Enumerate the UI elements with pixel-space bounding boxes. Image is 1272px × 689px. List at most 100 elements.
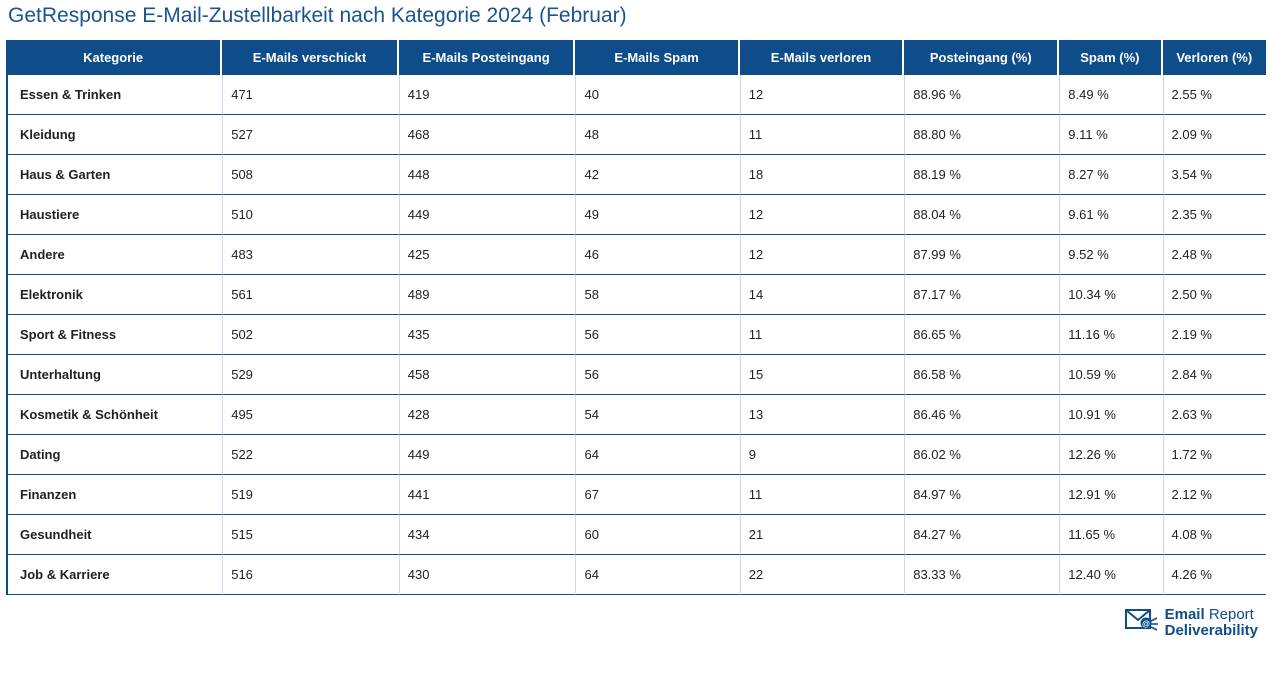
- category-cell: Haus & Garten: [6, 155, 222, 195]
- value-cell: 428: [399, 395, 576, 435]
- value-cell: 88.96 %: [904, 75, 1059, 115]
- value-cell: 12: [740, 235, 905, 275]
- category-cell: Gesundheit: [6, 515, 222, 555]
- value-cell: 9.52 %: [1059, 235, 1162, 275]
- value-cell: 64: [575, 555, 739, 595]
- col-header: Kategorie: [6, 40, 222, 75]
- value-cell: 9: [740, 435, 905, 475]
- value-cell: 434: [399, 515, 576, 555]
- table-row: Elektronik561489581487.17 %10.34 %2.50 %: [6, 275, 1266, 315]
- logo-word-deliverability: Deliverability: [1165, 623, 1258, 639]
- col-header: E-Mails verschickt: [222, 40, 399, 75]
- value-cell: 471: [222, 75, 399, 115]
- value-cell: 11.16 %: [1059, 315, 1162, 355]
- value-cell: 10.34 %: [1059, 275, 1162, 315]
- value-cell: 13: [740, 395, 905, 435]
- value-cell: 67: [575, 475, 739, 515]
- value-cell: 483: [222, 235, 399, 275]
- value-cell: 519: [222, 475, 399, 515]
- value-cell: 489: [399, 275, 576, 315]
- value-cell: 529: [222, 355, 399, 395]
- value-cell: 2.50 %: [1163, 275, 1267, 315]
- col-header: E-Mails Posteingang: [399, 40, 576, 75]
- logo-word-email: Email: [1165, 606, 1205, 623]
- value-cell: 449: [399, 195, 576, 235]
- table-header-row: Kategorie E-Mails verschickt E-Mails Pos…: [6, 40, 1266, 75]
- value-cell: 84.27 %: [904, 515, 1059, 555]
- value-cell: 441: [399, 475, 576, 515]
- value-cell: 2.35 %: [1163, 195, 1267, 235]
- category-cell: Elektronik: [6, 275, 222, 315]
- value-cell: 83.33 %: [904, 555, 1059, 595]
- value-cell: 2.12 %: [1163, 475, 1267, 515]
- value-cell: 527: [222, 115, 399, 155]
- value-cell: 12: [740, 75, 905, 115]
- value-cell: 8.27 %: [1059, 155, 1162, 195]
- value-cell: 21: [740, 515, 905, 555]
- table-row: Kosmetik & Schönheit495428541386.46 %10.…: [6, 395, 1266, 435]
- value-cell: 14: [740, 275, 905, 315]
- category-cell: Essen & Trinken: [6, 75, 222, 115]
- value-cell: 49: [575, 195, 739, 235]
- envelope-icon: @: [1125, 607, 1159, 638]
- value-cell: 510: [222, 195, 399, 235]
- value-cell: 468: [399, 115, 576, 155]
- value-cell: 1.72 %: [1163, 435, 1267, 475]
- logo-word-report: Report: [1209, 606, 1254, 623]
- value-cell: 435: [399, 315, 576, 355]
- value-cell: 419: [399, 75, 576, 115]
- value-cell: 48: [575, 115, 739, 155]
- value-cell: 84.97 %: [904, 475, 1059, 515]
- value-cell: 508: [222, 155, 399, 195]
- col-header: Verloren (%): [1163, 40, 1267, 75]
- value-cell: 2.84 %: [1163, 355, 1267, 395]
- value-cell: 11: [740, 115, 905, 155]
- value-cell: 56: [575, 355, 739, 395]
- value-cell: 46: [575, 235, 739, 275]
- value-cell: 12.40 %: [1059, 555, 1162, 595]
- value-cell: 502: [222, 315, 399, 355]
- value-cell: 561: [222, 275, 399, 315]
- value-cell: 87.17 %: [904, 275, 1059, 315]
- value-cell: 40: [575, 75, 739, 115]
- category-cell: Finanzen: [6, 475, 222, 515]
- value-cell: 12.26 %: [1059, 435, 1162, 475]
- value-cell: 86.02 %: [904, 435, 1059, 475]
- table-row: Kleidung527468481188.80 %9.11 %2.09 %: [6, 115, 1266, 155]
- value-cell: 22: [740, 555, 905, 595]
- category-cell: Job & Karriere: [6, 555, 222, 595]
- value-cell: 11.65 %: [1059, 515, 1162, 555]
- value-cell: 448: [399, 155, 576, 195]
- value-cell: 9.61 %: [1059, 195, 1162, 235]
- value-cell: 42: [575, 155, 739, 195]
- value-cell: 2.55 %: [1163, 75, 1267, 115]
- col-header: Spam (%): [1059, 40, 1162, 75]
- value-cell: 10.91 %: [1059, 395, 1162, 435]
- category-cell: Sport & Fitness: [6, 315, 222, 355]
- value-cell: 64: [575, 435, 739, 475]
- value-cell: 15: [740, 355, 905, 395]
- value-cell: 86.58 %: [904, 355, 1059, 395]
- value-cell: 2.48 %: [1163, 235, 1267, 275]
- value-cell: 88.19 %: [904, 155, 1059, 195]
- value-cell: 515: [222, 515, 399, 555]
- col-header: Posteingang (%): [904, 40, 1059, 75]
- value-cell: 56: [575, 315, 739, 355]
- table-row: Haustiere510449491288.04 %9.61 %2.35 %: [6, 195, 1266, 235]
- value-cell: 4.26 %: [1163, 555, 1267, 595]
- category-cell: Andere: [6, 235, 222, 275]
- value-cell: 18: [740, 155, 905, 195]
- category-cell: Dating: [6, 435, 222, 475]
- table-row: Job & Karriere516430642283.33 %12.40 %4.…: [6, 555, 1266, 595]
- category-cell: Haustiere: [6, 195, 222, 235]
- category-cell: Unterhaltung: [6, 355, 222, 395]
- value-cell: 87.99 %: [904, 235, 1059, 275]
- table-row: Andere483425461287.99 %9.52 %2.48 %: [6, 235, 1266, 275]
- value-cell: 516: [222, 555, 399, 595]
- category-cell: Kosmetik & Schönheit: [6, 395, 222, 435]
- value-cell: 495: [222, 395, 399, 435]
- page-title: GetResponse E-Mail-Zustellbarkeit nach K…: [0, 0, 1272, 40]
- svg-text:@: @: [1142, 620, 1150, 629]
- table-row: Dating52244964986.02 %12.26 %1.72 %: [6, 435, 1266, 475]
- col-header: E-Mails verloren: [740, 40, 905, 75]
